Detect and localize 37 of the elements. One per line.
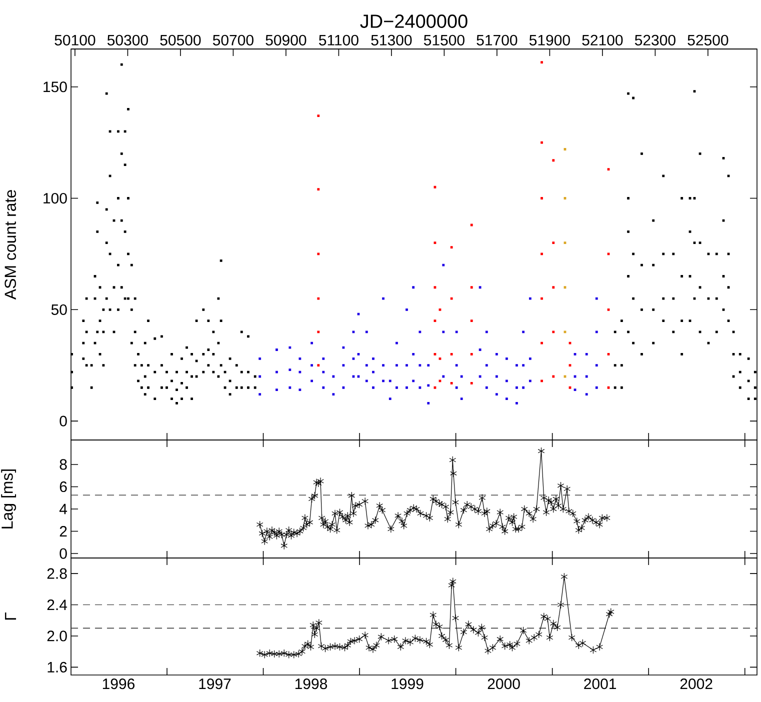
x2-tick-label: 52500 [688, 34, 728, 46]
x2-tick-label: 51300 [371, 34, 412, 46]
y-tick-label: 1.6 [48, 662, 67, 672]
y-tick-label: 0 [60, 416, 67, 426]
x-tick-label: 1998 [295, 678, 328, 690]
y-tick-label: 2 [60, 526, 67, 537]
y-tick-label: 50 [51, 304, 67, 315]
y-tick-label: 8 [60, 459, 67, 470]
x2-tick-label: 51500 [424, 34, 464, 46]
x-tick-label: 2002 [680, 678, 712, 690]
y-tick-label: 2.4 [47, 600, 68, 610]
y-tick-label: 150 [44, 82, 67, 92]
y-axis-title: ASM count rate [4, 190, 16, 300]
x2-tick-label: 51100 [319, 34, 358, 46]
x2-tick-label: 52100 [582, 34, 623, 46]
x2-axis-title: JD−2400000 [360, 14, 468, 28]
x-tick-label: 2000 [488, 678, 520, 690]
y-tick-label: 4 [59, 504, 68, 514]
y-axis-title: Lag [ms] [1, 469, 16, 528]
y-tick-label: 6 [60, 481, 67, 492]
x2-tick-label: 50700 [212, 34, 254, 46]
x2-tick-label: 52300 [634, 34, 676, 46]
x2-tick-label: 50500 [160, 34, 201, 46]
y-tick-label: 100 [44, 192, 67, 204]
x2-tick-label: 51900 [529, 34, 570, 46]
y-tick-label: 2.8 [47, 568, 67, 579]
x2-tick-label: 50100 [54, 34, 96, 46]
x-tick-label: 2001 [584, 678, 616, 690]
x-tick-label: 1999 [392, 678, 424, 690]
x-tick-label: 1996 [102, 678, 134, 690]
x2-tick-label: 51700 [476, 34, 518, 46]
x2-tick-label: 50900 [266, 34, 306, 46]
y-tick-label: 2.0 [47, 630, 67, 642]
x2-tick-label: 50300 [107, 34, 148, 46]
y-tick-label: 0 [60, 548, 67, 559]
x-tick-label: 1997 [199, 678, 231, 690]
y-axis-title: Γ [5, 612, 16, 620]
